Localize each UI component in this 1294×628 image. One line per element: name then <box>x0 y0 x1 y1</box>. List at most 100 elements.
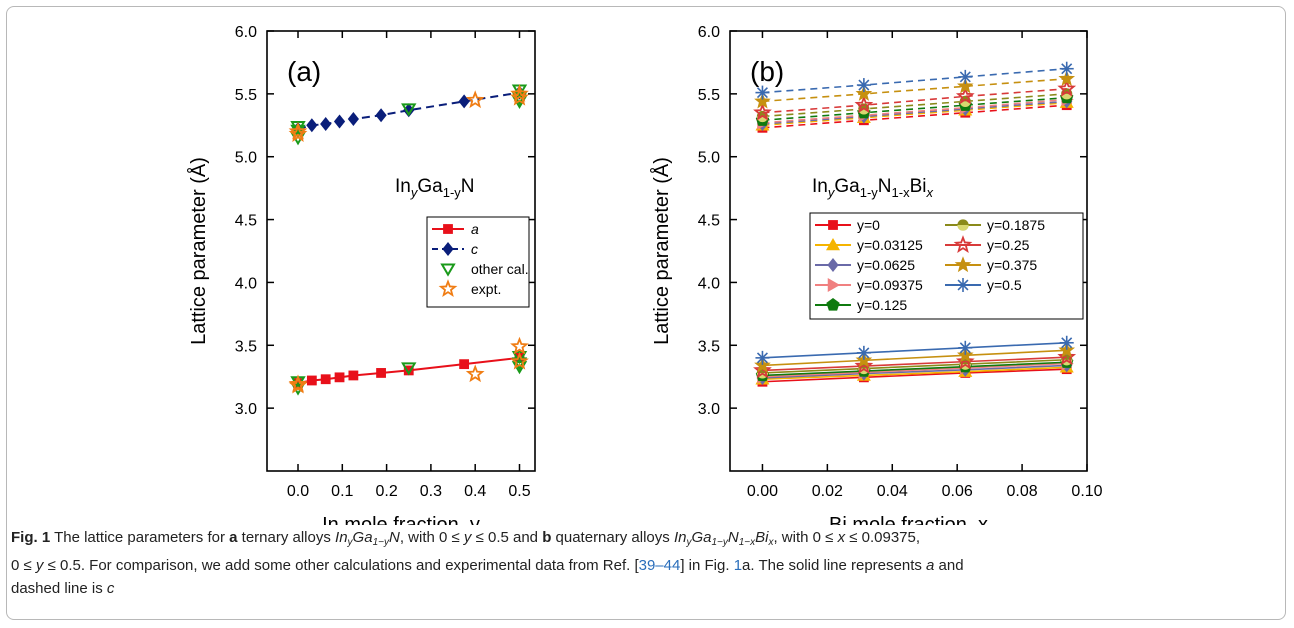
caption-var: x <box>837 529 846 546</box>
data-point <box>465 90 485 109</box>
data-point <box>347 112 359 126</box>
composition-annotation-b: InyGa1-yN1-xBix <box>812 176 933 200</box>
figure-svg: 0.0 0.1 0.2 0.3 0.4 0.5 3.0 3.5 4.0 4.5 5.0 5.5 6.0 I… <box>187 24 1103 525</box>
legend-marker <box>956 278 970 292</box>
series-line-c <box>762 104 1067 129</box>
y-tick-label: 6.0 <box>235 24 257 41</box>
y-tick-label: 3.0 <box>698 401 720 418</box>
caption-formula-quaternary: InyGa1−yN1−xBix <box>673 529 774 548</box>
legend-marker <box>827 258 839 272</box>
caption-reference-link[interactable]: 39–44 <box>638 557 681 574</box>
legend-entry: c <box>432 241 478 257</box>
y-tick-label: 5.0 <box>698 150 720 167</box>
data-point <box>510 351 529 370</box>
caption-line-1: Fig. 1 The lattice parameters for a tern… <box>11 526 1279 554</box>
legend-b: y=0 y=0.03125 y=0.0625 y=0.09375 y=0.125 y=0.… <box>809 212 1084 320</box>
data-point-c <box>753 102 772 121</box>
data-point <box>334 372 345 383</box>
data-point <box>510 336 529 355</box>
data-point <box>465 364 485 383</box>
data-point <box>288 374 308 393</box>
series-line-c <box>762 100 1067 125</box>
series-line-c <box>762 98 1067 124</box>
legend-label: y=0.25 <box>987 237 1030 253</box>
caption-text: The lattice parameters for <box>50 529 230 546</box>
legend-marker <box>957 219 969 231</box>
legend-label: y=0.03125 <box>857 237 923 253</box>
panel-label-b: (b) <box>750 56 784 87</box>
data-point-c <box>1058 70 1076 86</box>
legend-entry: a <box>432 221 479 237</box>
x-tick-label: 0.2 <box>375 483 397 500</box>
caption-var: a <box>926 557 935 574</box>
data-point-a <box>856 345 871 360</box>
series-line-a <box>762 364 1067 379</box>
caption-text: ≤ 0.5. For comparison, we add some other… <box>43 557 639 574</box>
y-tick-label: 5.0 <box>235 150 257 167</box>
legend-marker <box>443 224 453 234</box>
legend-marker <box>442 242 454 256</box>
y-tick-label: 5.5 <box>235 87 257 104</box>
legend-label: y=0.1875 <box>987 217 1045 233</box>
legend-label: y=0 <box>857 217 880 233</box>
x-tick-label: 0.3 <box>420 483 442 500</box>
x-axis-label-a: In mole fraction, y <box>322 514 480 525</box>
caption-text: 0 ≤ <box>11 557 36 574</box>
series-line-a <box>762 362 1067 378</box>
data-point-c <box>755 85 770 100</box>
caption-text: and <box>934 557 964 574</box>
data-point <box>458 94 470 109</box>
series-line-a <box>762 349 1067 367</box>
data-point-c <box>955 86 975 105</box>
data-point-c <box>855 85 873 101</box>
series-line-a <box>762 358 1067 374</box>
legend-marker <box>827 278 840 292</box>
caption-text: ≤ 0.5 and <box>471 529 543 546</box>
series-line-c <box>762 93 1067 118</box>
x-axis-label-b: Bi mole fraction, x <box>829 514 988 525</box>
data-point <box>306 118 318 133</box>
series-a <box>293 352 525 388</box>
legend-entry: y=0.375 <box>945 256 1037 273</box>
caption-bold-b: b <box>542 529 552 546</box>
data-point-a <box>755 350 770 365</box>
legend-label: a <box>471 221 479 237</box>
panel-label-a: (a) <box>287 56 321 87</box>
data-point-c <box>1059 61 1074 76</box>
data-point-c <box>854 95 874 114</box>
series-line-a <box>762 341 1067 359</box>
legend-label: c <box>471 241 478 257</box>
series-y=0.5 <box>755 61 1074 365</box>
panel-b: 0.00 0.02 0.04 0.06 0.08 0.10 3.0 3.5 4.0 4.5 5.0 5… <box>650 24 1103 525</box>
data-point-c <box>754 92 771 109</box>
series-y=0.25 <box>753 78 1077 379</box>
plot-area-b <box>729 30 1088 472</box>
data-point <box>288 121 308 140</box>
legend-label: y=0.5 <box>987 277 1022 293</box>
data-point-a <box>1057 347 1077 366</box>
data-point-a <box>955 351 975 370</box>
legend-entry: expt. <box>438 279 501 297</box>
figure-caption: Fig. 1 The lattice parameters for a tern… <box>11 526 1279 600</box>
data-point <box>403 103 415 118</box>
caption-text: ternary alloys <box>237 529 336 546</box>
y-tick-label: 6.0 <box>698 24 720 41</box>
data-point <box>333 114 346 129</box>
data-point <box>459 359 470 370</box>
caption-line-3: dashed line is c <box>11 577 1279 600</box>
caption-figure-link[interactable]: 1 <box>733 557 743 574</box>
legend-marker <box>826 298 840 311</box>
x-tick-label: 0.1 <box>331 483 353 500</box>
data-point <box>401 103 417 117</box>
data-point-a <box>958 340 973 355</box>
y-tick-label: 3.0 <box>235 401 257 418</box>
x-tick-label: 0.10 <box>1071 483 1102 500</box>
data-point <box>288 375 308 394</box>
caption-formula-ternary: InyGa1−yN <box>335 529 400 548</box>
y-tick-label: 5.5 <box>698 87 720 104</box>
data-point-c <box>1057 78 1077 97</box>
data-point <box>403 365 414 376</box>
series-line-c <box>762 88 1067 114</box>
legend-label: y=0.0625 <box>857 257 915 273</box>
data-point <box>510 84 529 102</box>
